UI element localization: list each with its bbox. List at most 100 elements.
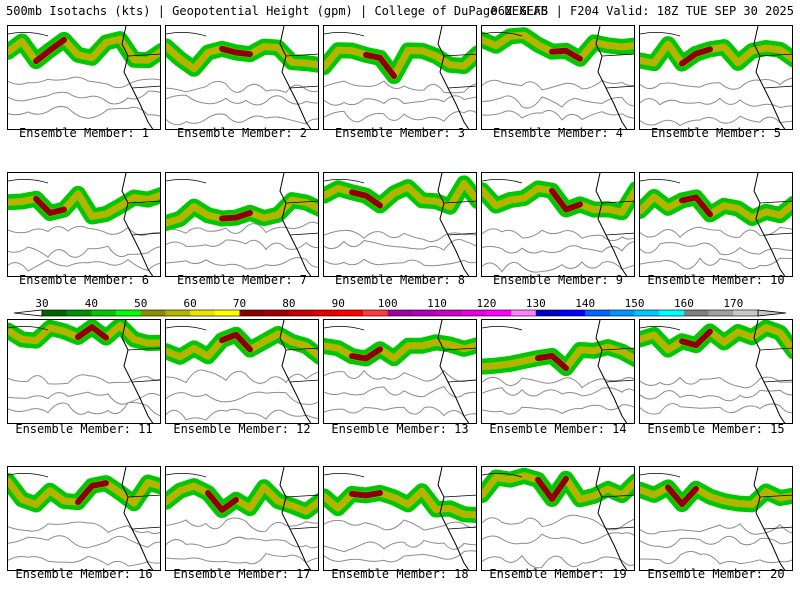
height-contour: [324, 95, 476, 106]
jet-core: [665, 484, 699, 508]
state-boundary: [285, 53, 318, 89]
wind-map: [640, 467, 792, 570]
coastline: [8, 473, 49, 478]
state-boundary: [127, 200, 160, 236]
wind-map: [482, 467, 634, 570]
ensemble-panel: [639, 172, 793, 277]
height-contour: [482, 554, 634, 569]
coastline: [437, 26, 470, 129]
colorbar-tick-label: 70: [233, 297, 246, 310]
wind-map: [8, 26, 160, 129]
colorbar-swatch: [708, 310, 734, 316]
member-caption: Ensemble Member: 8: [334, 273, 466, 287]
height-contour: [8, 391, 160, 405]
height-contour: [482, 514, 634, 531]
height-contour: [482, 261, 634, 273]
state-boundary: [285, 200, 318, 236]
jet-core: [349, 489, 383, 499]
ensemble-panel: [323, 25, 477, 130]
height-contour: [8, 90, 160, 105]
height-contour: [482, 387, 634, 397]
coastline: [279, 467, 312, 570]
state-boundary: [759, 494, 792, 530]
height-contour: [8, 225, 160, 236]
ensemble-panel: [7, 319, 161, 424]
colorbar-swatch: [165, 310, 191, 316]
colorbar-tick-label: 40: [85, 297, 98, 310]
colorbar-tick-label: 150: [625, 297, 645, 310]
member-caption: Ensemble Member: 18: [331, 567, 469, 581]
wind-map: [482, 320, 634, 423]
height-contour: [324, 239, 476, 251]
jet-core: [349, 189, 383, 209]
state-boundary: [443, 494, 476, 530]
height-contour: [8, 374, 160, 385]
coastline: [121, 26, 154, 129]
ensemble-panel: [7, 25, 161, 130]
ensemble-panel: [165, 466, 319, 571]
height-contour: [166, 408, 318, 421]
coastline: [437, 173, 470, 276]
coastline: [279, 173, 312, 276]
height-contour: [640, 226, 792, 238]
colorbar-swatch: [214, 310, 241, 316]
jet-band-mid: [324, 487, 476, 519]
height-contour: [8, 401, 160, 417]
jet-band-mid: [640, 40, 792, 68]
coastline: [753, 173, 786, 276]
member-caption: Ensemble Member: 3: [334, 126, 466, 140]
coastline: [166, 32, 207, 37]
coastline: [482, 326, 523, 331]
height-contour: [482, 532, 634, 545]
jet-band-mid: [8, 35, 160, 65]
height-contour: [166, 369, 318, 384]
height-contour: [640, 389, 792, 402]
ensemble-panel: [481, 466, 635, 571]
coastline: [437, 320, 470, 423]
ensemble-panel: [165, 319, 319, 424]
jet-core: [679, 194, 713, 218]
wind-map: [640, 173, 792, 276]
wind-map: [8, 467, 160, 570]
height-contour: [8, 555, 160, 567]
jet-band-mid: [640, 193, 792, 222]
coastline: [324, 179, 365, 184]
colorbar-swatch: [91, 310, 117, 316]
coastline: [437, 467, 470, 570]
ensemble-panel: [165, 172, 319, 277]
coastline: [279, 26, 312, 129]
colorbar-swatch: [264, 310, 290, 316]
wind-map: [8, 173, 160, 276]
height-contour: [640, 241, 792, 256]
jet-core: [349, 346, 383, 362]
member-caption: Ensemble Member: 19: [489, 567, 627, 581]
colorbar-swatch: [609, 310, 636, 316]
coastline: [640, 326, 681, 331]
colorbar-tick-label: 90: [332, 297, 345, 310]
jet-core: [549, 47, 583, 62]
ensemble-panel: [323, 172, 477, 277]
coastline: [595, 173, 628, 276]
height-contour: [8, 535, 160, 549]
colorbar-tick-label: 160: [674, 297, 694, 310]
state-boundary: [285, 347, 318, 383]
state-boundary: [443, 200, 476, 236]
member-caption: Ensemble Member: 14: [489, 422, 627, 436]
colorbar-swatch: [362, 310, 389, 316]
height-contour: [482, 79, 634, 91]
coastline: [166, 326, 207, 331]
wind-map: [640, 320, 792, 423]
height-contour: [324, 550, 476, 563]
height-contour: [166, 239, 318, 251]
coastline: [753, 26, 786, 129]
colorbar-swatch: [387, 310, 413, 316]
coastline: [753, 320, 786, 423]
member-caption: Ensemble Member: 4: [492, 126, 624, 140]
colorbar-tick-label: 80: [282, 297, 295, 310]
state-boundary: [601, 200, 634, 236]
state-boundary: [759, 53, 792, 89]
coastline: [640, 473, 681, 478]
colorbar-tick-label: 100: [378, 297, 398, 310]
member-caption: Ensemble Member: 13: [331, 422, 469, 436]
colorbar-tick-label: 30: [35, 297, 48, 310]
